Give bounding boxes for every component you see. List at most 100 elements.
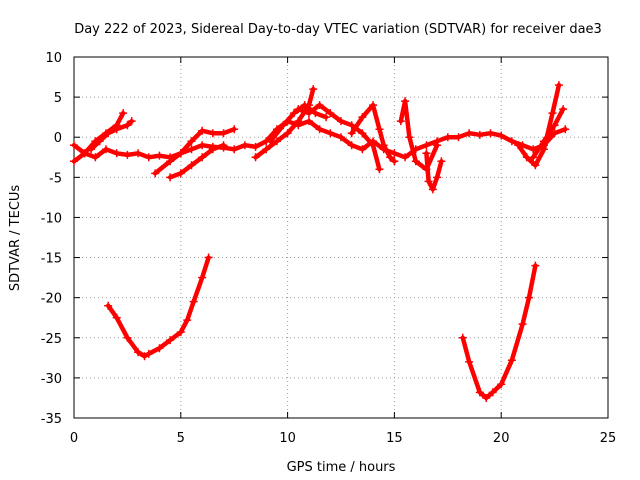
data-point: [375, 125, 384, 134]
data-point: [204, 253, 213, 262]
data-point: [465, 357, 474, 366]
data-point: [262, 145, 271, 154]
series-arc10: [396, 97, 442, 174]
data-point: [283, 129, 292, 138]
data-point: [347, 121, 356, 130]
data-point: [187, 145, 196, 154]
data-point: [230, 125, 239, 134]
data-point: [189, 297, 198, 306]
series-arc12: [514, 81, 563, 170]
series-arc11: [422, 149, 446, 194]
data-point: [230, 145, 239, 154]
data-point: [550, 121, 559, 130]
x-tick-label: 0: [70, 431, 78, 446]
data-point: [155, 344, 164, 353]
y-tick-label: -30: [41, 372, 62, 387]
data-point: [112, 149, 121, 158]
data-point: [369, 141, 378, 150]
data-point: [486, 129, 495, 138]
series-arc8: [294, 101, 384, 174]
data-point: [187, 137, 196, 146]
y-tick-label: 0: [54, 131, 62, 146]
data-point: [166, 336, 175, 345]
data-point: [208, 129, 217, 138]
data-point: [524, 293, 533, 302]
data-point: [411, 157, 420, 166]
data-point: [482, 393, 491, 402]
series-arc9: [347, 101, 399, 166]
data-point: [531, 161, 540, 170]
series-arc3: [87, 117, 136, 154]
series-line: [152, 126, 237, 176]
data-point: [112, 125, 121, 134]
data-point: [240, 141, 249, 150]
data-point: [198, 141, 207, 150]
data-point: [91, 153, 100, 162]
series-arc5: [166, 141, 228, 182]
data-point: [198, 153, 207, 162]
data-point: [475, 130, 484, 139]
data-point: [166, 173, 175, 182]
data-point: [507, 137, 516, 146]
x-tick-label: 10: [279, 431, 296, 446]
data-point: [422, 141, 431, 150]
y-tick-label: 10: [45, 51, 62, 66]
data-point: [294, 117, 303, 126]
data-point: [443, 133, 452, 142]
data-point: [497, 131, 506, 140]
series-line: [167, 142, 226, 180]
data-point: [104, 301, 113, 310]
series-group: [70, 81, 570, 402]
data-point: [437, 157, 446, 166]
data-point: [155, 151, 164, 160]
x-axis-label: GPS time / hours: [287, 460, 396, 475]
y-tick-label: -15: [41, 252, 62, 267]
data-point: [561, 125, 570, 134]
series-low-arc-2: [458, 261, 540, 402]
data-point: [304, 117, 313, 126]
series-line: [516, 82, 562, 168]
data-point: [123, 150, 132, 159]
data-point: [166, 157, 175, 166]
data-point: [390, 157, 399, 166]
data-point: [433, 141, 442, 150]
data-point: [300, 101, 309, 110]
data-point: [102, 145, 111, 154]
data-point: [198, 273, 207, 282]
data-point: [554, 81, 563, 90]
data-point: [548, 109, 557, 118]
data-point: [119, 109, 128, 118]
data-point: [507, 356, 516, 365]
data-point: [428, 185, 437, 194]
y-tick-label: -25: [41, 332, 62, 347]
data-point: [279, 121, 288, 130]
data-point: [497, 380, 506, 389]
data-point: [401, 153, 410, 162]
data-point: [539, 137, 548, 146]
data-point: [266, 137, 275, 146]
data-point: [176, 169, 185, 178]
data-point: [140, 352, 149, 361]
y-tick-label: -20: [41, 292, 62, 307]
data-point: [424, 177, 433, 186]
series-line: [105, 255, 211, 359]
y-tick-label: -35: [41, 412, 62, 427]
data-point: [309, 85, 318, 94]
data-point: [358, 145, 367, 154]
data-point: [176, 149, 185, 158]
data-point: [198, 126, 207, 135]
y-axis-label: SDTVAR / TECUs: [8, 185, 23, 292]
axis-ticks: 0 5 10 15 20 25 10 5 0 -5 -10 -15 -20 -25 -30 -35: [41, 51, 617, 446]
data-point: [475, 388, 484, 397]
data-point: [326, 129, 335, 138]
data-point: [134, 348, 143, 357]
data-point: [219, 141, 228, 150]
data-point: [396, 117, 405, 126]
data-point: [187, 161, 196, 170]
plot-frame: [73, 56, 609, 419]
data-point: [80, 149, 89, 158]
data-point: [290, 109, 299, 118]
data-point: [337, 117, 345, 126]
data-point: [123, 121, 132, 130]
